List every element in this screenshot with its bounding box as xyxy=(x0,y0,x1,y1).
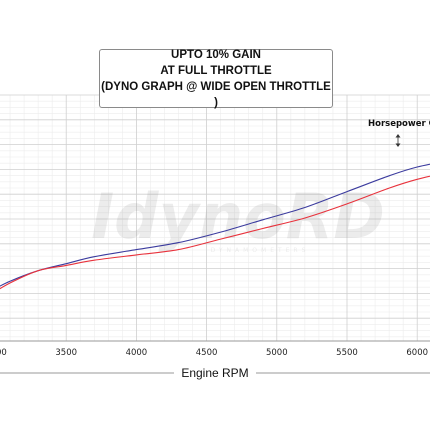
series-line-blue xyxy=(0,163,430,287)
title-line-3: (DYNO GRAPH @ WIDE OPEN THROTTLE ) xyxy=(101,80,331,109)
title-line-1: UPTO 10% GAIN xyxy=(171,48,261,61)
svg-text:DYNAMOMETERS: DYNAMOMETERS xyxy=(211,247,310,254)
chart-title-box: UPTO 10% GAIN AT FULL THROTTLE (DYNO GRA… xyxy=(99,48,333,109)
watermark-logo: IdynoRD DYNAMOMETERS xyxy=(91,180,385,254)
annotation-label: Horsepower Ga xyxy=(368,119,430,129)
x-tick-label: 3000 xyxy=(0,348,7,358)
svg-text:IdynoRD: IdynoRD xyxy=(91,180,385,253)
x-tick-labels: 3000350040004500500055006000650070007500… xyxy=(0,348,428,358)
x-axis-label: Engine RPM xyxy=(174,366,256,380)
horsepower-gain-annotation: Horsepower Ga xyxy=(368,119,430,147)
series-line-red xyxy=(0,175,430,290)
series-lines xyxy=(0,163,430,290)
x-tick-label: 5500 xyxy=(336,348,358,358)
x-tick-label: 3500 xyxy=(55,348,77,358)
x-axis-label-wrap: Engine RPM xyxy=(0,366,430,380)
x-tick-label: 6000 xyxy=(406,348,428,358)
x-tick-label: 4000 xyxy=(126,348,148,358)
title-line-2: AT FULL THROTTLE xyxy=(160,64,272,77)
x-tick-label: 4500 xyxy=(196,348,218,358)
x-tick-label: 5000 xyxy=(266,348,288,358)
